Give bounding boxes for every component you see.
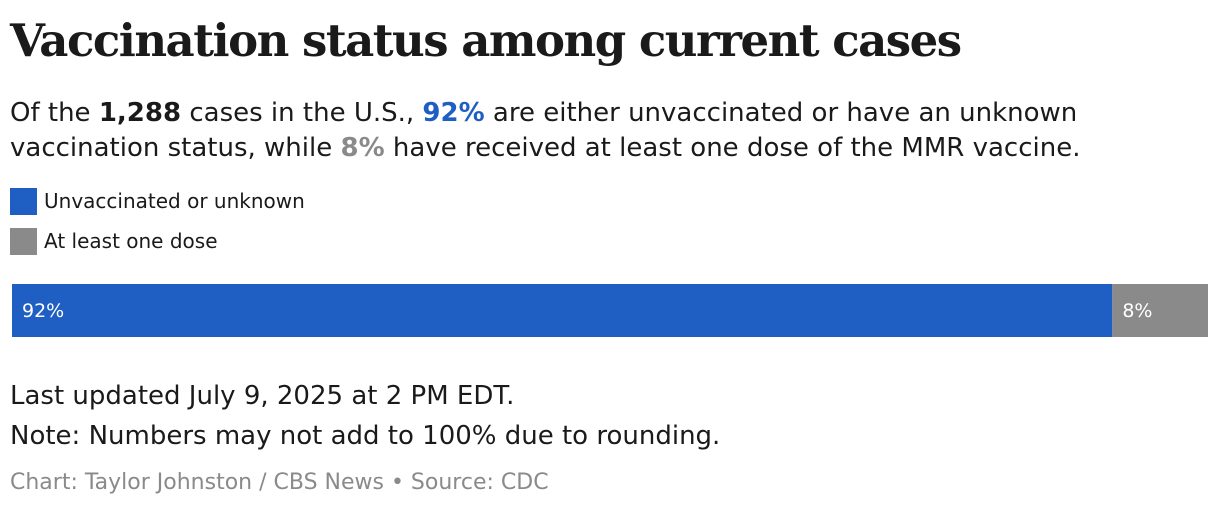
bar-segment (12, 284, 1113, 337)
legend-label: Unvaccinated or unknown (44, 189, 305, 213)
legend-label: At least one dose (44, 229, 218, 253)
subtitle-text: are either unvaccinated or have an unkno… (10, 98, 1078, 163)
subtitle-text: Of the (10, 98, 99, 128)
value-label: 92% (22, 300, 64, 322)
subtitle-text: 8% (340, 133, 385, 163)
note: Note: Numbers may not add to 100% due to… (10, 421, 721, 451)
source: Chart: Taylor Johnston / CBS News • Sour… (10, 470, 549, 495)
subtitle-text: 92% (422, 98, 485, 128)
note: Last updated July 9, 2025 at 2 PM EDT. (10, 381, 515, 411)
subtitle-text: cases in the U.S., (181, 98, 423, 128)
legend-item: At least one dose (10, 227, 218, 255)
subtitle: Of the 1,288 cases in the U.S., 92% are … (10, 96, 1210, 166)
value-label: 8% (1122, 300, 1152, 322)
legend-swatch (10, 227, 37, 255)
legend-item: Unvaccinated or unknown (10, 187, 305, 215)
bar-segment (1112, 284, 1208, 337)
subtitle-text: 1,288 (98, 98, 182, 128)
chart: 92% 8% (12, 284, 1208, 337)
legend-swatch (10, 187, 37, 215)
subtitle-text: have received at least one dose of the M… (384, 133, 1081, 163)
chart-title: Vaccination status among current cases (10, 14, 962, 67)
